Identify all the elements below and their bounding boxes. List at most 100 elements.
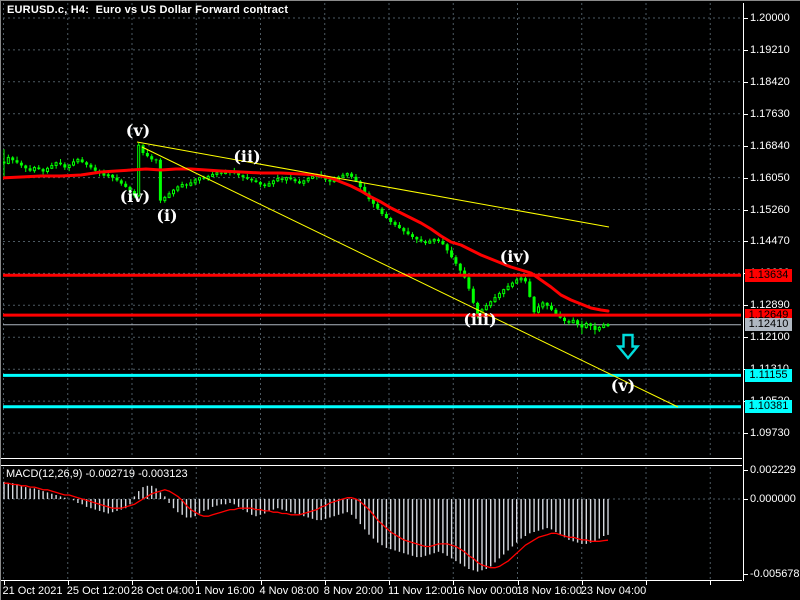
- candle-body-bear: [384, 214, 388, 218]
- candle-body-bear: [298, 181, 301, 184]
- price-tick-label: 1.19210: [750, 44, 790, 56]
- candle-body-bear: [119, 180, 123, 184]
- price-tick-label: 1.17630: [750, 108, 790, 120]
- candle-body-bull: [276, 177, 280, 182]
- wave-label[interactable]: (iv): [500, 247, 531, 266]
- time-tick-label: 21 Oct 2021: [2, 585, 63, 597]
- time-tick-label: 8 Nov 20:00: [323, 585, 384, 597]
- candle-body-bear: [132, 191, 136, 196]
- time-tick: [132, 581, 133, 585]
- chart-title: EURUSD.c, H4: Euro vs US Dollar Forward …: [7, 4, 289, 16]
- candle-body-bear: [358, 181, 362, 187]
- time-tick-label: 25 Oct 12:00: [66, 585, 130, 597]
- time-tick: [196, 581, 198, 585]
- candle-body-bear: [154, 159, 158, 161]
- candle-body-bear: [15, 160, 19, 163]
- price-tick: [744, 18, 748, 19]
- candle-body-bear: [250, 178, 254, 181]
- candle-body-bear: [576, 320, 580, 325]
- time-tick-label: 23 Nov 04:00: [580, 585, 647, 597]
- candle-body-bear: [371, 199, 375, 204]
- candle-body-bear: [219, 172, 223, 174]
- price-tick: [744, 82, 748, 83]
- time-tick-label: 4 Nov 08:00: [259, 585, 319, 597]
- candle-body-bull: [428, 240, 432, 244]
- macd-signal-line: [4, 482, 609, 569]
- candle-body-bear: [354, 176, 358, 182]
- candle-body-bull: [193, 179, 197, 184]
- macd-signal-value: -0.003123: [138, 468, 188, 480]
- candle-body-bull: [54, 162, 58, 166]
- time-scale[interactable]: 21 Oct 2021 25 Oct 12:00 28 Oct 04:00 1 Nov…: [1, 581, 742, 600]
- price-badge: 1.10381: [745, 400, 792, 413]
- wave-label[interactable]: (iii): [463, 310, 496, 329]
- wave-label[interactable]: (iv): [120, 187, 151, 206]
- macd-scale-label: 0.002229: [750, 464, 796, 476]
- candle-body-bear: [402, 228, 406, 232]
- candle-body-bull: [341, 174, 345, 178]
- wave-label[interactable]: (v): [126, 121, 150, 140]
- candle-body-bear: [471, 288, 475, 303]
- candle-body-bull: [167, 193, 171, 198]
- wave-label[interactable]: (v): [611, 376, 635, 395]
- candle-body-bear: [458, 263, 462, 271]
- candle-body-bull: [306, 177, 310, 182]
- price-badge: 1.13634: [745, 269, 792, 282]
- candle-body-bull: [606, 324, 610, 327]
- candle-body-bull: [519, 277, 523, 281]
- price-tick-label: 1.18420: [750, 76, 790, 88]
- candle-body-bear: [102, 173, 106, 176]
- candle-body-bear: [397, 224, 401, 229]
- time-tick-label: 1 Nov 16:00: [195, 585, 255, 597]
- time-tick-label: 16 Nov 00:00: [452, 585, 518, 597]
- wave-label[interactable]: (ii): [233, 147, 260, 166]
- candle-body-bear: [406, 231, 410, 235]
- candle-body-bear: [280, 178, 284, 180]
- candle-body-bull: [215, 172, 219, 175]
- price-tick: [744, 178, 748, 179]
- candle-body-bear: [28, 168, 32, 171]
- candle-body-bull: [76, 158, 80, 163]
- price-scale[interactable]: 1.20000 1.19210 1.18420 1.17630 1.16840 1.160…: [744, 1, 800, 600]
- price-tick: [744, 146, 748, 147]
- time-tick: [710, 581, 712, 585]
- candle-body-bull: [271, 180, 275, 185]
- candle-body-bull: [267, 183, 271, 187]
- candle-body-bull: [180, 184, 184, 188]
- candle-body-bull: [506, 285, 510, 290]
- candle-body-bear: [528, 281, 532, 297]
- time-tick: [581, 581, 583, 585]
- candle-body-bear: [411, 234, 414, 237]
- candle-body-bear: [437, 239, 440, 241]
- macd-scale-tick: [744, 499, 748, 500]
- price-tick-label: 1.14470: [750, 235, 790, 247]
- candle-body-bear: [85, 162, 89, 165]
- candle-body-bull: [432, 238, 436, 242]
- wave-label[interactable]: (i): [156, 206, 177, 225]
- price-badge: 1.11155: [745, 369, 792, 382]
- candle-body-bear: [93, 167, 97, 171]
- candle-body-bull: [602, 324, 606, 329]
- time-tick: [453, 581, 455, 585]
- pane-separator-top[interactable]: [1, 458, 742, 459]
- candle-body-bear: [289, 177, 293, 180]
- candle-body-bull: [502, 289, 506, 295]
- macd-main-value: -0.002719: [85, 468, 136, 480]
- price-tick: [744, 433, 748, 434]
- macd-pane[interactable]: [3, 466, 741, 580]
- candle-body-bear: [202, 177, 206, 179]
- macd-scale-tick: [744, 574, 748, 575]
- candle-body-bear: [241, 175, 245, 178]
- candle-body-bear: [145, 153, 149, 157]
- yellow-trendline[interactable]: [136, 141, 610, 228]
- time-tick: [3, 581, 5, 585]
- yellow-trendline[interactable]: [141, 146, 679, 408]
- candle-body-bear: [237, 173, 241, 176]
- main-chart-pane[interactable]: (v) (iv) (i) (ii) (iv) (iii) (v): [3, 1, 741, 459]
- candle-body-bull: [497, 293, 501, 299]
- down-arrow-icon[interactable]: [615, 333, 641, 360]
- candle-body-bear: [89, 164, 93, 168]
- candle-body-bear: [141, 145, 145, 153]
- candle-body-bear: [441, 241, 445, 245]
- price-tick: [744, 210, 748, 211]
